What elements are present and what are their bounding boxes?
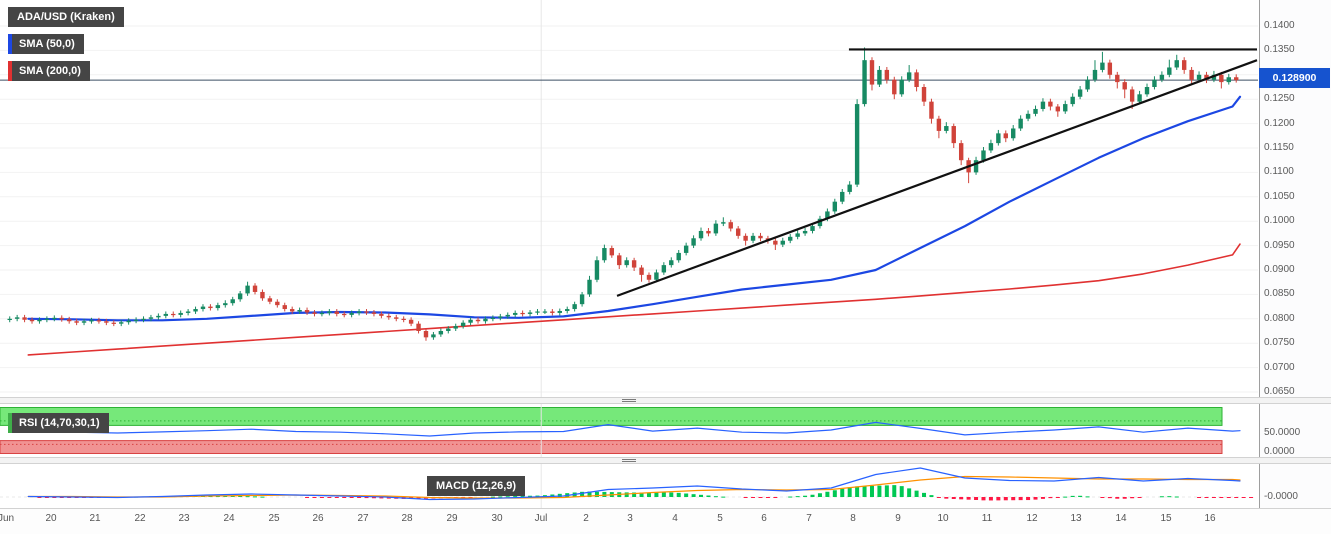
time-axis-label: 2 bbox=[583, 513, 589, 524]
price-axis-label: 0.1200 bbox=[1264, 118, 1295, 129]
symbol-legend-label: ADA/USD (Kraken) bbox=[17, 11, 115, 23]
time-axis-label: 24 bbox=[223, 513, 235, 524]
time-axis-label: 26 bbox=[312, 513, 324, 524]
panel-divider-macd[interactable] bbox=[0, 457, 1331, 464]
price-axis-scale[interactable] bbox=[1259, 0, 1331, 534]
time-axis-label: Jun bbox=[0, 513, 15, 524]
price-axis-label: 0.0850 bbox=[1264, 288, 1295, 299]
sma50-legend[interactable]: SMA (50,0) bbox=[8, 34, 84, 54]
time-axis-scale[interactable] bbox=[0, 508, 1331, 534]
price-axis-label: 0.1150 bbox=[1264, 142, 1294, 153]
time-axis-label: 29 bbox=[446, 513, 458, 524]
time-axis-label: 21 bbox=[89, 513, 101, 524]
rsi-axis-label: 50.0000 bbox=[1264, 427, 1301, 438]
rsi-legend-label: RSI (14,70,30,1) bbox=[19, 417, 100, 429]
price-axis-label: 0.1400 bbox=[1264, 20, 1295, 31]
price-chart-canvas[interactable] bbox=[0, 0, 1331, 397]
sma50-color-marker bbox=[8, 34, 12, 54]
price-axis-label: 0.1350 bbox=[1264, 44, 1295, 55]
time-axis-label: 20 bbox=[45, 513, 57, 524]
time-axis-label: 9 bbox=[895, 513, 901, 524]
price-axis-label: 0.0800 bbox=[1264, 313, 1295, 324]
time-axis-label: 23 bbox=[178, 513, 190, 524]
time-axis-label: 6 bbox=[761, 513, 767, 524]
price-axis-label: 0.0750 bbox=[1264, 337, 1295, 348]
time-axis-label: 5 bbox=[717, 513, 723, 524]
time-axis-label: 13 bbox=[1070, 513, 1082, 524]
time-axis-label: 30 bbox=[491, 513, 503, 524]
time-axis-label: 3 bbox=[627, 513, 633, 524]
time-axis-label: 25 bbox=[268, 513, 280, 524]
time-axis-label: 28 bbox=[401, 513, 413, 524]
price-axis-label: 0.1100 bbox=[1264, 166, 1294, 177]
sma200-legend[interactable]: SMA (200,0) bbox=[8, 61, 90, 81]
sma50-legend-label: SMA (50,0) bbox=[19, 38, 75, 50]
time-axis-label: 11 bbox=[981, 513, 993, 524]
price-axis-label: 0.1050 bbox=[1264, 191, 1295, 202]
time-axis-label: 15 bbox=[1160, 513, 1172, 524]
macd-legend-label: MACD (12,26,9) bbox=[436, 480, 517, 492]
time-axis-label: 4 bbox=[672, 513, 678, 524]
sma200-legend-label: SMA (200,0) bbox=[19, 65, 81, 77]
macd-legend[interactable]: MACD (12,26,9) bbox=[427, 476, 526, 496]
sma200-color-marker bbox=[8, 61, 12, 81]
macd-axis-label: -0.0000 bbox=[1264, 491, 1298, 502]
time-axis-label: 12 bbox=[1026, 513, 1038, 524]
price-axis-label: 0.0950 bbox=[1264, 240, 1295, 251]
divider-grip-icon[interactable] bbox=[622, 399, 636, 400]
panel-divider-rsi[interactable] bbox=[0, 397, 1331, 404]
time-axis-label: 7 bbox=[806, 513, 812, 524]
divider-grip-icon[interactable] bbox=[622, 459, 636, 460]
price-axis-label: 0.0650 bbox=[1264, 386, 1295, 397]
symbol-legend[interactable]: ADA/USD (Kraken) bbox=[8, 7, 124, 27]
last-price-badge: 0.128900 bbox=[1259, 68, 1330, 88]
price-axis-label: 0.1000 bbox=[1264, 215, 1295, 226]
price-axis-label: 0.0700 bbox=[1264, 362, 1295, 373]
time-axis-label: 8 bbox=[850, 513, 856, 524]
time-axis-label: 14 bbox=[1115, 513, 1127, 524]
rsi-color-marker bbox=[8, 413, 12, 433]
time-axis-label: 10 bbox=[937, 513, 949, 524]
time-axis-label: 27 bbox=[357, 513, 369, 524]
time-axis-label: 16 bbox=[1204, 513, 1216, 524]
time-axis-label: Jul bbox=[534, 513, 548, 524]
macd-panel-canvas[interactable] bbox=[0, 464, 1331, 508]
rsi-panel-canvas[interactable] bbox=[0, 404, 1331, 457]
time-axis-label: 22 bbox=[134, 513, 146, 524]
rsi-axis-label: 0.0000 bbox=[1264, 446, 1295, 457]
price-axis-label: 0.0900 bbox=[1264, 264, 1295, 275]
price-axis-label: 0.1250 bbox=[1264, 93, 1295, 104]
rsi-legend[interactable]: RSI (14,70,30,1) bbox=[8, 413, 109, 433]
